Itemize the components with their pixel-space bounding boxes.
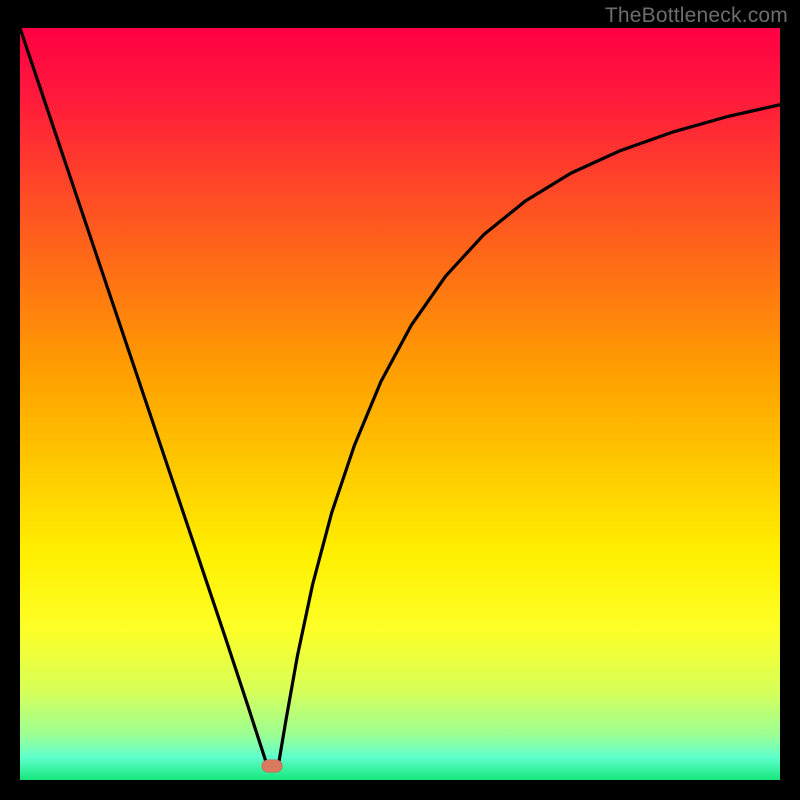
chart-canvas: TheBottleneck.com <box>0 0 800 800</box>
plot-area <box>20 28 780 780</box>
optimum-marker <box>262 760 283 773</box>
curve-layer <box>20 28 780 780</box>
bottleneck-curve <box>20 28 780 765</box>
watermark-text: TheBottleneck.com <box>605 4 788 28</box>
